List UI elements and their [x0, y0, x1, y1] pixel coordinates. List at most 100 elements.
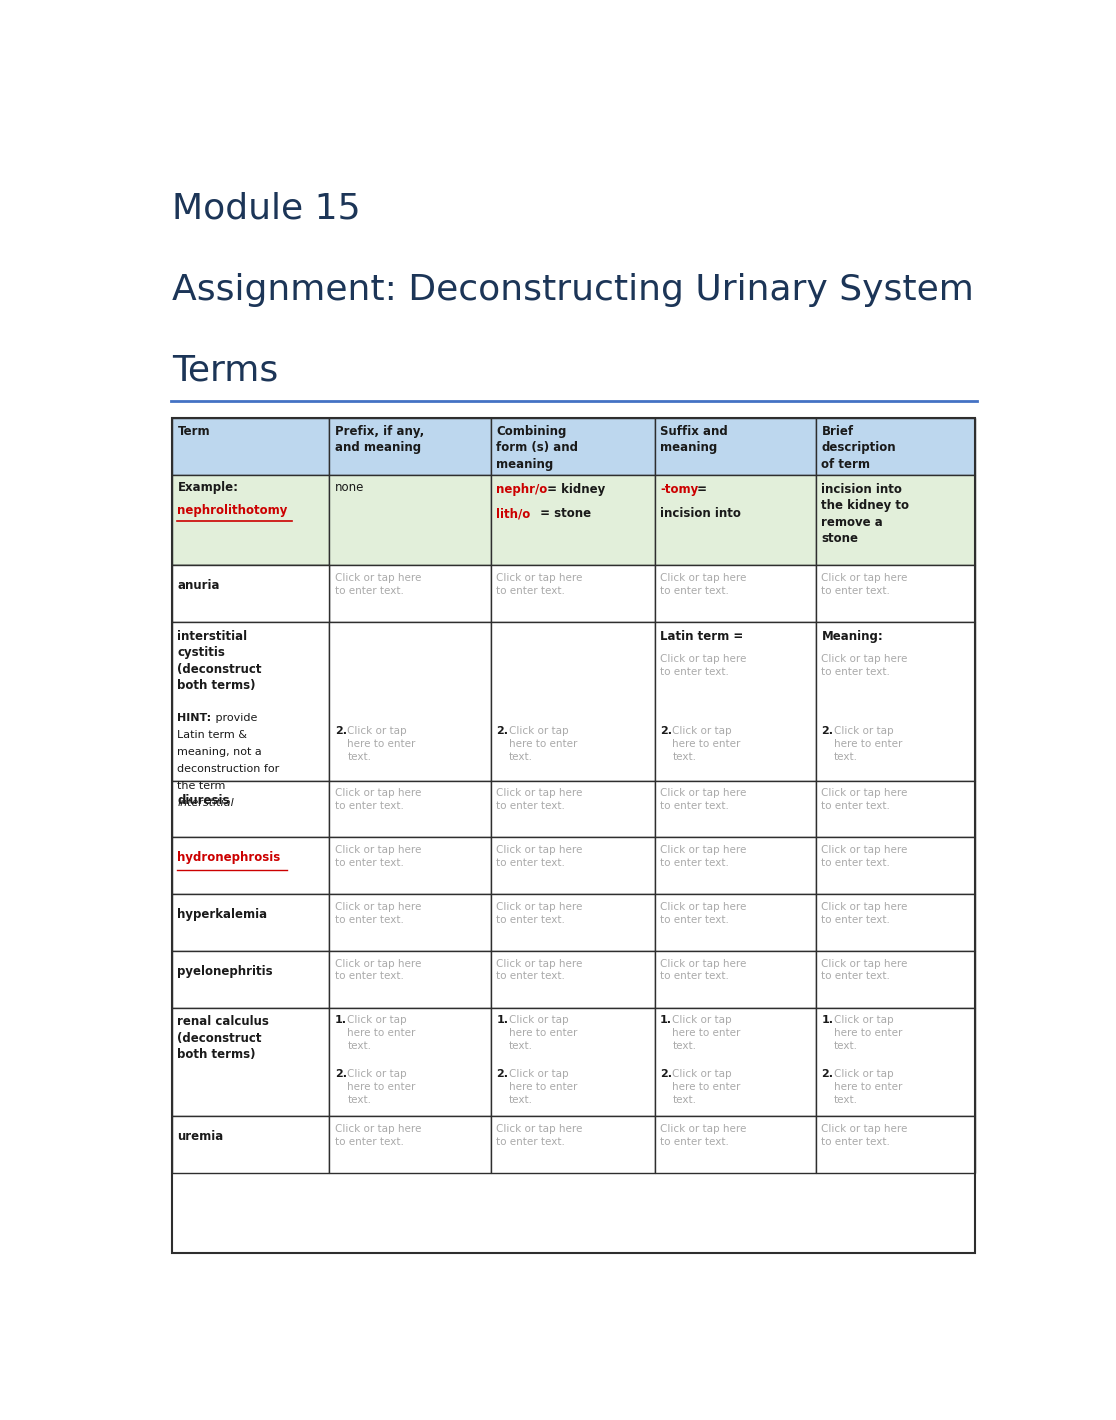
- Bar: [172, 951, 329, 1008]
- Text: Click or tap here
to enter text.: Click or tap here to enter text.: [497, 788, 583, 811]
- Bar: [172, 1008, 329, 1116]
- Bar: [816, 476, 975, 565]
- Text: Module 15: Module 15: [172, 192, 360, 226]
- Text: interstitial: interstitial: [177, 798, 234, 808]
- Text: anuria: anuria: [177, 579, 220, 592]
- Text: Click or tap here
to enter text.: Click or tap here to enter text.: [660, 788, 747, 811]
- Bar: [329, 1116, 491, 1173]
- Text: = stone: = stone: [536, 507, 590, 521]
- Text: Click or tap here
to enter text.: Click or tap here to enter text.: [335, 572, 421, 596]
- Text: 2.: 2.: [335, 726, 347, 736]
- Bar: [655, 565, 816, 622]
- Bar: [329, 1008, 491, 1116]
- Text: Click or tap
here to enter
text.: Click or tap here to enter text.: [347, 726, 415, 761]
- Bar: [329, 781, 491, 838]
- Bar: [172, 781, 329, 838]
- Bar: [172, 1116, 329, 1173]
- Text: Click or tap here
to enter text.: Click or tap here to enter text.: [821, 788, 907, 811]
- Text: provide: provide: [212, 713, 258, 723]
- Text: hyperkalemia: hyperkalemia: [177, 907, 268, 922]
- Text: Click or tap here
to enter text.: Click or tap here to enter text.: [497, 902, 583, 924]
- Text: nephr/o: nephr/o: [497, 483, 548, 496]
- Text: 2.: 2.: [497, 1069, 508, 1079]
- Text: Click or tap
here to enter
text.: Click or tap here to enter text.: [834, 1015, 902, 1051]
- Text: Click or tap
here to enter
text.: Click or tap here to enter text.: [509, 1015, 577, 1051]
- Bar: [491, 565, 655, 622]
- Text: 2.: 2.: [821, 1069, 834, 1079]
- Text: 2.: 2.: [497, 726, 508, 736]
- Text: hydronephrosis: hydronephrosis: [177, 851, 281, 865]
- Text: Click or tap here
to enter text.: Click or tap here to enter text.: [821, 655, 907, 677]
- Bar: [816, 565, 975, 622]
- Text: Click or tap here
to enter text.: Click or tap here to enter text.: [660, 1123, 747, 1146]
- Text: Latin term =: Latin term =: [660, 629, 743, 643]
- Bar: [816, 1116, 975, 1173]
- Text: none: none: [335, 481, 364, 494]
- Bar: [816, 895, 975, 951]
- Text: Suffix and
meaning: Suffix and meaning: [660, 425, 728, 454]
- Text: Click or tap here
to enter text.: Click or tap here to enter text.: [497, 1123, 583, 1146]
- Bar: [329, 838, 491, 895]
- Bar: [816, 622, 975, 781]
- Text: Click or tap here
to enter text.: Click or tap here to enter text.: [335, 1123, 421, 1146]
- Text: Click or tap here
to enter text.: Click or tap here to enter text.: [660, 572, 747, 596]
- Bar: [329, 622, 491, 781]
- Text: Click or tap here
to enter text.: Click or tap here to enter text.: [821, 845, 907, 868]
- Bar: [329, 476, 491, 565]
- Bar: [172, 622, 329, 781]
- Bar: [816, 781, 975, 838]
- Bar: [329, 895, 491, 951]
- Text: -tomy: -tomy: [660, 483, 699, 496]
- Text: Click or tap
here to enter
text.: Click or tap here to enter text.: [834, 1069, 902, 1105]
- Text: Click or tap here
to enter text.: Click or tap here to enter text.: [335, 902, 421, 924]
- Text: renal calculus
(deconstruct
both terms): renal calculus (deconstruct both terms): [177, 1015, 269, 1061]
- Text: Click or tap
here to enter
text.: Click or tap here to enter text.: [347, 1069, 415, 1105]
- Text: Click or tap
here to enter
text.: Click or tap here to enter text.: [347, 1015, 415, 1051]
- Text: deconstruction for: deconstruction for: [177, 764, 280, 774]
- Text: Combining
form (s) and
meaning: Combining form (s) and meaning: [497, 425, 578, 470]
- Text: Click or tap here
to enter text.: Click or tap here to enter text.: [335, 959, 421, 981]
- Text: 1.: 1.: [821, 1015, 834, 1025]
- Bar: [172, 565, 329, 622]
- Bar: [172, 838, 329, 895]
- Bar: [491, 1008, 655, 1116]
- Bar: [816, 838, 975, 895]
- Text: 2.: 2.: [660, 726, 672, 736]
- Text: diuresis: diuresis: [177, 794, 230, 808]
- Text: Assignment: Deconstructing Urinary System: Assignment: Deconstructing Urinary Syste…: [172, 273, 974, 307]
- Text: Meaning:: Meaning:: [821, 629, 883, 643]
- Bar: [491, 419, 655, 476]
- Bar: [655, 476, 816, 565]
- Bar: [172, 476, 329, 565]
- Bar: [816, 1008, 975, 1116]
- Text: Click or tap here
to enter text.: Click or tap here to enter text.: [335, 788, 421, 811]
- Bar: [491, 622, 655, 781]
- Text: 2.: 2.: [660, 1069, 672, 1079]
- Bar: [172, 419, 329, 476]
- Bar: [655, 1008, 816, 1116]
- Text: meaning, not a: meaning, not a: [177, 747, 262, 757]
- Bar: [172, 565, 329, 622]
- Text: lith/o: lith/o: [497, 507, 530, 521]
- Bar: [655, 951, 816, 1008]
- Text: pyelonephritis: pyelonephritis: [177, 964, 273, 978]
- Text: uremia: uremia: [177, 1130, 223, 1143]
- Text: Click or tap here
to enter text.: Click or tap here to enter text.: [821, 572, 907, 596]
- Text: Click or tap here
to enter text.: Click or tap here to enter text.: [660, 845, 747, 868]
- Text: Click or tap here
to enter text.: Click or tap here to enter text.: [821, 959, 907, 981]
- Bar: [172, 895, 329, 951]
- Bar: [816, 951, 975, 1008]
- Bar: [655, 895, 816, 951]
- Text: Click or tap here
to enter text.: Click or tap here to enter text.: [497, 572, 583, 596]
- Bar: [491, 1116, 655, 1173]
- Text: Click or tap here
to enter text.: Click or tap here to enter text.: [660, 902, 747, 924]
- Bar: [172, 419, 975, 1252]
- Text: Click or tap
here to enter
text.: Click or tap here to enter text.: [673, 1069, 741, 1105]
- Bar: [655, 781, 816, 838]
- Text: =: =: [693, 483, 712, 496]
- Text: 1.: 1.: [660, 1015, 672, 1025]
- Text: Click or tap
here to enter
text.: Click or tap here to enter text.: [673, 1015, 741, 1051]
- Text: incision into: incision into: [660, 507, 741, 521]
- Text: nephrolithotomy: nephrolithotomy: [177, 504, 288, 517]
- Text: Terms: Terms: [172, 354, 278, 388]
